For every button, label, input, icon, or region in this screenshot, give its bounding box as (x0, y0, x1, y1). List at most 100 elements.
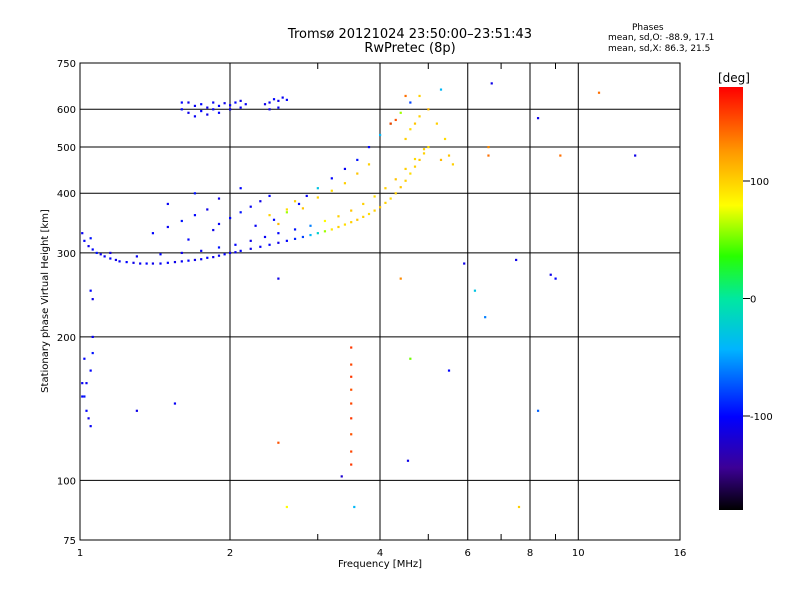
data-point (309, 233, 312, 237)
phase-stats-o: mean, sd,O: -88.9, 17.1 (608, 33, 715, 43)
data-point (87, 245, 90, 248)
data-point (343, 223, 347, 226)
data-point (427, 108, 430, 111)
data-point (212, 228, 215, 232)
data-point (81, 382, 84, 385)
data-point (272, 218, 276, 221)
y-axis-label: Stationary phase Virtual Height [km] (40, 209, 51, 393)
data-point (297, 202, 301, 206)
data-point (89, 425, 92, 428)
data-point (193, 258, 197, 262)
data-point (103, 255, 106, 258)
data-point (277, 241, 280, 244)
data-point (389, 122, 392, 125)
data-point (418, 115, 421, 118)
data-point (487, 145, 490, 149)
data-point (268, 101, 271, 104)
data-point (180, 219, 183, 223)
data-point (409, 172, 412, 175)
data-point (139, 262, 142, 265)
data-point (217, 246, 221, 249)
data-point (597, 91, 601, 94)
data-point (413, 157, 417, 161)
data-point (239, 211, 242, 214)
x-tick-label: 4 (377, 548, 383, 559)
data-point (239, 249, 242, 252)
data-point (132, 261, 135, 264)
data-point (249, 239, 252, 242)
data-point (634, 154, 637, 157)
data-point (439, 158, 443, 162)
data-point (473, 289, 477, 292)
y-tick-label: 750 (57, 59, 76, 70)
data-point (180, 260, 183, 263)
data-point (353, 505, 356, 509)
data-point (277, 277, 280, 280)
data-point (301, 207, 305, 210)
data-point (379, 133, 382, 137)
data-point (536, 409, 540, 412)
x-axis-label: Frequency [MHz] (338, 559, 422, 570)
data-point (217, 197, 221, 200)
data-point (285, 208, 288, 211)
data-point (367, 163, 371, 166)
colorbar-ticks: 100 0 -100 (743, 177, 773, 423)
data-point (217, 104, 221, 108)
data-point (394, 192, 397, 195)
data-point (229, 108, 232, 111)
data-point (409, 357, 412, 360)
data-point (254, 224, 257, 227)
data-point (406, 459, 410, 462)
data-point (350, 433, 353, 436)
x-tick-label: 2 (227, 548, 233, 559)
data-point (268, 108, 271, 111)
data-point (206, 256, 209, 259)
data-point (389, 197, 392, 200)
data-point (404, 167, 407, 171)
data-point (217, 222, 221, 226)
grid (80, 63, 680, 540)
plot-frame (79, 62, 681, 541)
data-point (350, 363, 353, 366)
data-point (234, 243, 237, 246)
data-point (200, 109, 203, 113)
data-point (206, 113, 209, 116)
data-point (229, 251, 232, 255)
data-point (330, 177, 333, 180)
data-point (83, 357, 86, 360)
data-point (166, 261, 169, 264)
data-point (187, 259, 190, 262)
data-point (277, 222, 280, 226)
data-point (91, 335, 94, 339)
data-point (362, 202, 365, 206)
data-point (422, 148, 426, 151)
data-point (135, 255, 138, 258)
data-point (206, 106, 209, 109)
data-point (409, 128, 412, 131)
data-point (379, 206, 382, 209)
data-point (413, 165, 417, 168)
data-point (301, 235, 305, 239)
data-point (89, 289, 92, 292)
data-point (151, 262, 155, 265)
data-point (239, 187, 242, 190)
y-tick-label: 300 (57, 249, 76, 260)
x-tick-label: 16 (674, 548, 687, 559)
data-point (490, 82, 493, 85)
data-point (487, 154, 490, 157)
data-point (277, 441, 280, 444)
data-point (173, 402, 177, 405)
data-point (418, 94, 421, 98)
data-point (293, 228, 297, 231)
y-tick-label: 200 (57, 333, 76, 344)
data-point (81, 395, 84, 398)
data-point (200, 103, 203, 106)
data-point (89, 369, 92, 372)
data-point (350, 417, 353, 420)
y-tick-label: 100 (57, 476, 76, 487)
data-point (350, 375, 353, 378)
data-point (212, 256, 215, 259)
data-point (99, 253, 102, 256)
phase-header: Phases (632, 23, 664, 33)
